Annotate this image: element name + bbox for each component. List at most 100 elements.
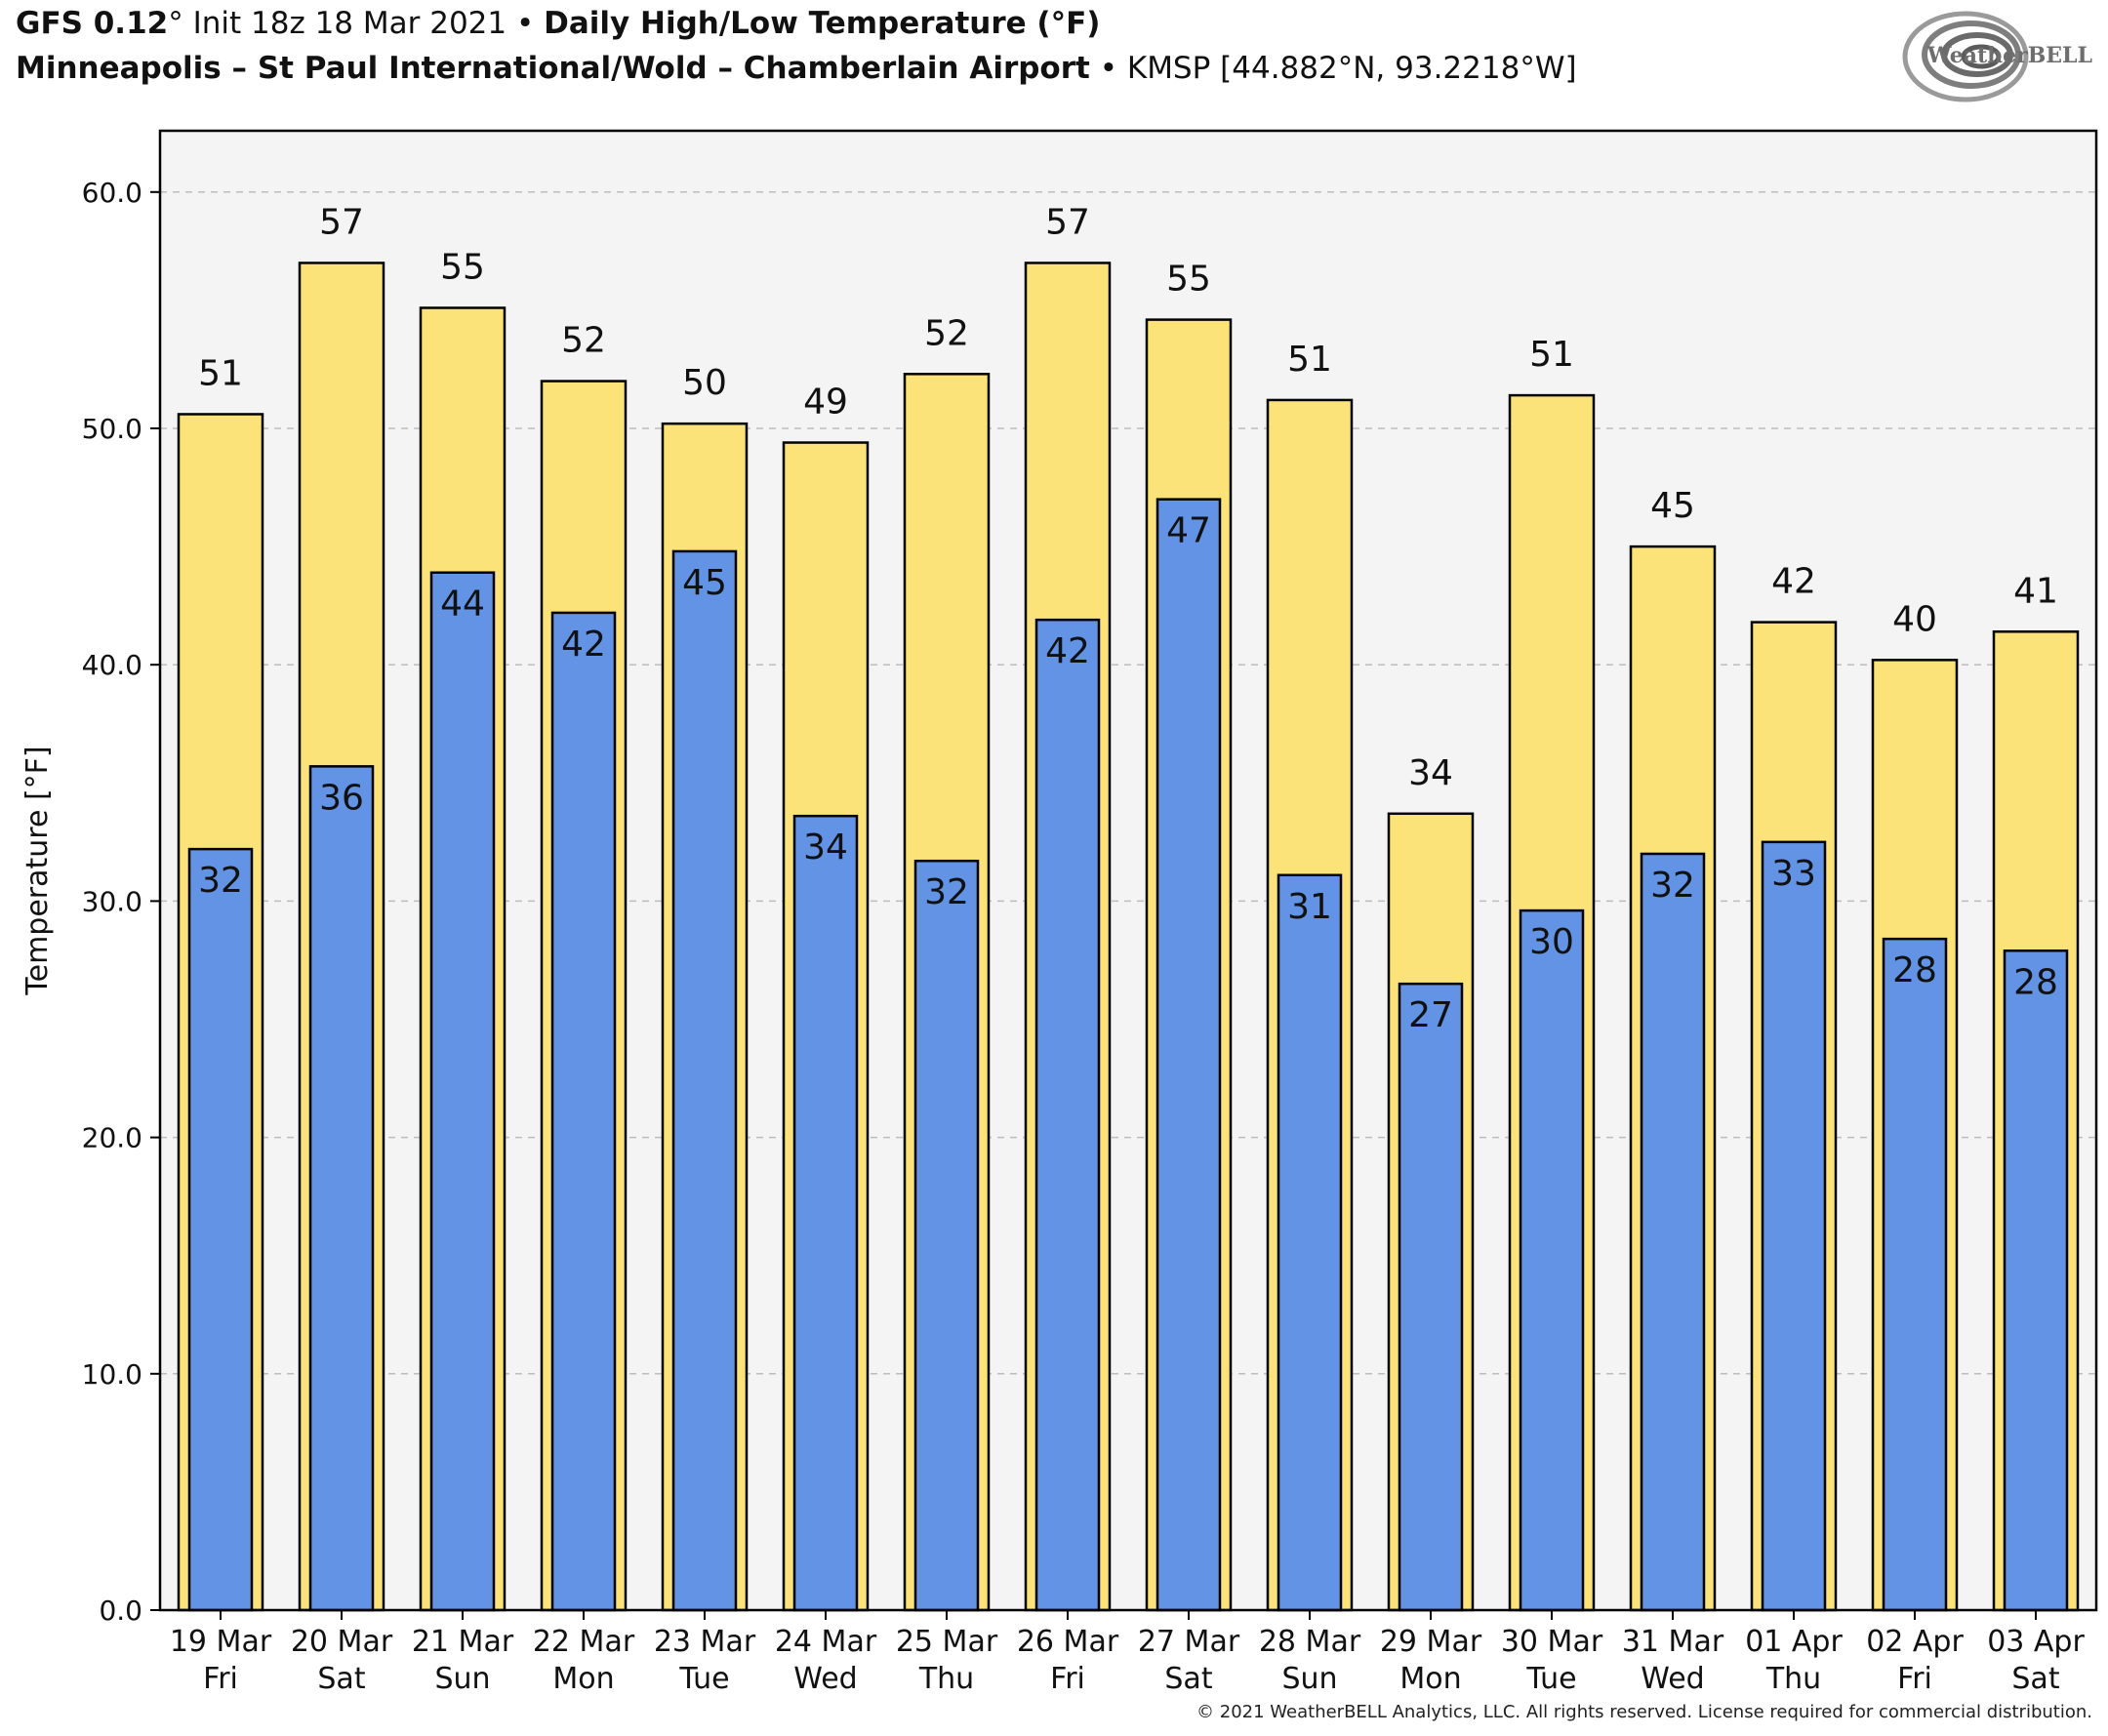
x-tick-label-date: 23 Mar [654,1625,756,1659]
x-tick-label-weekday: Sun [434,1662,490,1696]
high-temp-label: 55 [440,247,485,287]
low-temp-bar [308,765,375,1612]
low-temp-bar [1155,498,1222,1612]
low-temp-label: 34 [803,828,848,868]
low-temp-bar [913,859,980,1612]
x-tick-label-weekday: Mon [552,1662,614,1696]
high-temp-label: 55 [1166,260,1211,300]
high-temp-label: 51 [1287,340,1332,380]
high-temp-label: 52 [561,321,606,361]
x-tick-label-date: 02 Apr [1866,1625,1964,1659]
low-temp-label: 32 [1650,866,1695,906]
y-axis: 0.0 10.0 20.0 30.0 40.0 50.0 60.0 [82,177,160,1627]
y-tick-label: 30.0 [82,885,142,917]
y-axis-label: Temperature [°F] [20,746,55,995]
high-temp-label: 51 [198,353,243,393]
x-tick-label-weekday: Sun [1281,1662,1337,1696]
x-tick-label-weekday: Sat [317,1662,365,1696]
day-bar-group: 55 44 [419,247,507,1612]
model-name: GFS 0.12 [16,6,169,41]
low-temp-bar [2003,949,2069,1612]
day-bar-group: 42 33 [1750,562,1838,1612]
low-temp-label: 47 [1166,511,1211,551]
x-tick-label-date: 19 Mar [170,1625,272,1659]
high-temp-label: 34 [1408,753,1453,793]
high-temp-label: 50 [682,363,727,403]
y-tick-label: 60.0 [82,177,142,209]
y-tick-label: 40.0 [82,649,142,681]
day-bar-group: 52 32 [903,313,991,1612]
low-temp-bar [1034,618,1101,1612]
weatherbell-swirl-logo-icon [1902,11,2029,102]
low-temp-label: 42 [1045,631,1090,671]
chart-title-line-1: GFS 0.12° Init 18z 18 Mar 2021 • Daily H… [16,6,1100,41]
low-temp-label: 28 [2013,962,2058,1002]
low-temp-label: 27 [1408,995,1453,1035]
x-tick-label-date: 28 Mar [1259,1625,1361,1659]
high-temp-label: 52 [924,313,969,353]
low-temp-label: 33 [1771,854,1816,894]
high-temp-label: 40 [1892,599,1937,639]
day-bar-group: 34 27 [1387,753,1475,1612]
y-tick-label: 50.0 [82,413,142,445]
y-tick-label: 0.0 [99,1595,142,1627]
temperature-chart: 51 32 57 36 55 44 52 42 50 45 49 34 52 32 57 42 55 47 51 31… [20,129,2098,1696]
low-temp-label: 28 [1892,950,1937,990]
x-tick-label-date: 27 Mar [1138,1625,1240,1659]
low-temp-bar [550,611,617,1612]
x-tick-label-weekday: Thu [1765,1662,1821,1696]
x-tick-label-date: 29 Mar [1380,1625,1482,1659]
low-temp-label: 44 [440,585,485,625]
day-bar-group: 50 45 [661,363,749,1612]
low-temp-bar [1640,852,1706,1612]
bar-groups: 51 32 57 36 55 44 52 42 50 45 49 34 52 32 57 42 55 47 51 31… [177,202,2080,1612]
high-temp-label: 42 [1771,562,1816,602]
high-temp-label: 49 [803,383,848,423]
product-name: Daily High/Low Temperature (°F) [544,6,1101,41]
high-temp-label: 41 [2013,571,2058,611]
x-tick-label-date: 31 Mar [1622,1625,1724,1659]
low-temp-bar [1519,908,1585,1612]
x-tick-label-weekday: Thu [918,1662,974,1696]
x-tick-label-weekday: Mon [1399,1662,1461,1696]
degree-sign: ° [168,6,183,41]
x-tick-label-weekday: Fri [1897,1662,1932,1696]
day-bar-group: 40 28 [1871,599,1959,1612]
low-temp-bar [1761,840,1827,1612]
x-tick-label-weekday: Wed [793,1662,857,1696]
day-bar-group: 51 30 [1508,335,1596,1612]
low-temp-label: 45 [682,563,727,603]
x-tick-label-weekday: Sat [2011,1662,2059,1696]
day-bar-group: 55 47 [1145,260,1233,1612]
day-bar-group: 57 36 [298,202,385,1612]
low-temp-label: 36 [319,778,364,818]
y-tick-label: 20.0 [82,1122,142,1154]
x-tick-label-date: 25 Mar [896,1625,998,1659]
x-tick-label-weekday: Tue [1525,1662,1576,1696]
day-bar-group: 49 34 [782,383,870,1612]
x-tick-label-weekday: Fri [203,1662,238,1696]
x-tick-label-date: 22 Mar [533,1625,635,1659]
weatherbell-logo: WeatherBELL [1902,11,2092,102]
low-temp-label: 42 [561,625,606,665]
separator-bullet: • [1099,51,1117,86]
x-tick-label-weekday: Tue [678,1662,729,1696]
copyright-notice: © 2021 WeatherBELL Analytics, LLC. All r… [1196,1702,2092,1722]
station-code: KMSP [44.882°N, 93.2218°W] [1126,51,1577,86]
low-temp-bar [671,549,738,1612]
x-tick-label-date: 24 Mar [775,1625,877,1659]
station-name: Minneapolis – St Paul International/Wold… [16,51,1090,86]
logo-text: WeatherBELL [1926,43,2092,68]
x-tick-label-weekday: Sat [1164,1662,1212,1696]
init-time: Init 18z 18 Mar 2021 [182,6,516,41]
low-temp-bar [792,814,859,1612]
day-bar-group: 51 32 [177,353,264,1612]
separator-bullet: • [515,6,535,41]
high-temp-label: 51 [1529,335,1574,375]
low-temp-bar [187,847,254,1612]
low-temp-label: 32 [198,861,243,901]
low-temp-label: 31 [1287,887,1332,927]
day-bar-group: 41 28 [1992,571,2080,1612]
high-temp-label: 57 [1045,202,1090,242]
